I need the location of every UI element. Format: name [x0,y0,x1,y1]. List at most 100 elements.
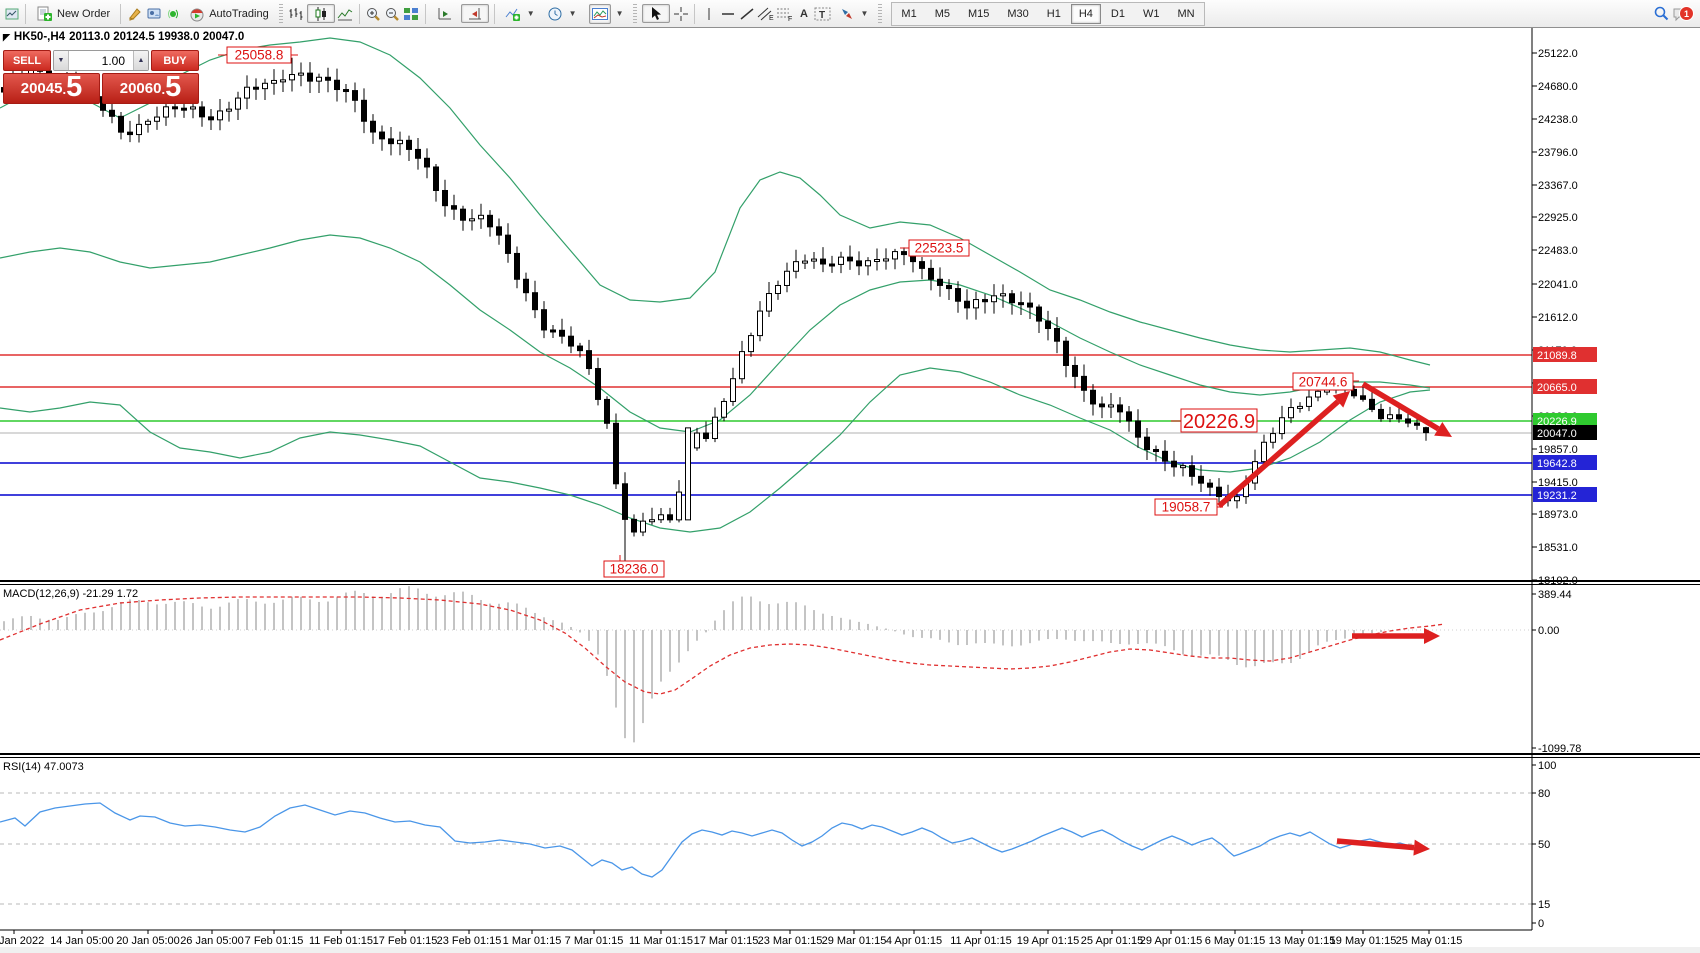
arrows-tool-icon [838,5,855,22]
volume-value[interactable]: 1.00 [101,53,125,68]
notifications-chat-icon[interactable]: 1 [1672,5,1694,22]
svg-text:1 Mar 01:15: 1 Mar 01:15 [503,935,562,947]
pane-frame [0,28,1700,953]
main-toolbar: New Order AutoTrading [0,0,1700,28]
chevron-down-icon: ▼ [615,9,624,18]
svg-text:22925.0: 22925.0 [1538,212,1578,224]
tf-button-d1[interactable]: D1 [1110,7,1125,20]
zoom-in-icon[interactable] [365,5,382,22]
svg-text:22041.0: 22041.0 [1538,279,1578,291]
new-order-button[interactable]: New Order [31,2,115,26]
buy-price[interactable]: 20060. 5 [102,73,199,104]
sell-button[interactable]: SELL [3,50,51,71]
sell-price[interactable]: 20045. 5 [3,73,100,104]
horizontal-line-tool-icon[interactable] [719,5,736,22]
tf-button-h4[interactable]: H4 [1070,3,1101,24]
svg-text:389.44: 389.44 [1538,589,1572,601]
indicators-icon [505,5,522,22]
toolbar-drag-handle[interactable] [633,3,638,24]
search-icon[interactable] [1653,5,1670,22]
svg-text:29 Apr 01:15: 29 Apr 01:15 [1140,935,1202,947]
bars-chart-icon[interactable] [288,5,305,22]
tf-button-m5[interactable]: M5 [934,7,950,20]
autotrading-label: AutoTrading [209,7,269,20]
svg-text:F: F [788,16,792,22]
tf-button-mn[interactable]: MN [1177,7,1195,20]
sell-price-big-digit: 5 [66,71,83,103]
volume-increase-button[interactable]: ▲ [133,51,148,70]
zoom-out-icon[interactable] [384,5,401,22]
svg-text:-1099.78: -1099.78 [1538,743,1581,755]
svg-text:21089.8: 21089.8 [1537,350,1577,362]
periods-dropdown[interactable]: ▼ [542,2,582,26]
arrows-dropdown[interactable]: ▼ [833,2,873,26]
macd-pane [0,586,1532,743]
macd-indicator-label: MACD(12,26,9) -21.29 1.72 [3,588,139,600]
price-line-badges: 21089.820665.020226.920047.019642.819231… [1533,347,1597,502]
svg-text:24680.0: 24680.0 [1538,81,1578,93]
line-chart-icon[interactable] [337,5,354,22]
equidistant-channel-tool-icon[interactable]: E [757,5,774,22]
tf-button-m1[interactable]: M1 [901,7,917,20]
tf-button-h1[interactable]: H1 [1046,7,1061,20]
svg-text:19642.8: 19642.8 [1537,458,1577,470]
svg-text:26 Jan 05:00: 26 Jan 05:00 [180,935,244,947]
chart-shift-icon[interactable] [460,4,489,23]
text-tool-icon[interactable]: A [800,7,808,20]
candlestick-chart-icon[interactable] [306,4,335,23]
rsi-pane [0,792,1532,905]
toolbar-separator [25,3,26,24]
svg-text:20226.9: 20226.9 [1183,411,1255,433]
autotrading-button[interactable]: AutoTrading [183,2,274,26]
toolbar-drag-handle[interactable] [278,3,283,24]
chart-window-icon[interactable] [3,5,20,22]
tile-windows-icon[interactable] [403,5,420,22]
svg-text:19857.0: 19857.0 [1538,444,1578,456]
auto-scroll-icon[interactable] [431,4,459,23]
svg-text:14 Jan 05:00: 14 Jan 05:00 [50,935,114,947]
trend-arrows [1217,381,1452,856]
signals-icon[interactable] [164,5,181,22]
crosshair-tool-icon[interactable] [672,5,689,22]
macd-signal-line [0,596,1446,695]
tf-button-w1[interactable]: W1 [1142,7,1160,20]
svg-text:23367.0: 23367.0 [1538,180,1578,192]
volume-decrease-button[interactable]: ▼ [54,51,69,70]
svg-text:0.00: 0.00 [1538,625,1559,637]
svg-text:20744.6: 20744.6 [1299,375,1348,390]
svg-text:25058.8: 25058.8 [235,48,284,63]
price-annotations: 25058.8 22523.5 20744.6 20226.9 19058.7 18236… [218,46,1359,578]
vertical-line-tool-icon[interactable] [700,5,717,22]
symbol-period-label: HK50-,H4 [13,31,66,43]
metaeditor-icon[interactable] [145,5,162,22]
svg-text:T: T [819,10,825,21]
fibonacci-tool-icon[interactable]: F [776,5,793,22]
tf-button-m30[interactable]: M30 [1007,7,1029,20]
label-tool-icon[interactable]: T [814,5,831,22]
trendline-tool-icon[interactable] [738,5,755,22]
buy-price-big-digit: 5 [165,71,182,103]
svg-text:25122.0: 25122.0 [1538,48,1578,60]
svg-text:25 May 01:15: 25 May 01:15 [1396,935,1463,947]
templates-dropdown[interactable]: ▼ [584,2,629,26]
svg-text:18102.0: 18102.0 [1538,575,1578,587]
notification-count-badge: 1 [1679,6,1694,21]
toolbar-drag-handle[interactable] [878,3,883,24]
templates-icon [588,3,611,24]
cursor-tool-icon[interactable] [642,4,671,23]
candles-layer [1,57,1429,569]
buy-button[interactable]: BUY [151,50,199,71]
autotrading-icon [188,5,205,22]
toolbar-separator [358,3,360,24]
svg-text:19058.7: 19058.7 [1162,500,1211,515]
chevron-down-icon: ▼ [526,9,535,18]
chevron-down-icon: ▼ [860,9,869,18]
svg-text:19 May 01:15: 19 May 01:15 [1330,935,1397,947]
svg-text:23796.0: 23796.0 [1538,147,1578,159]
svg-text:20 Jan 05:00: 20 Jan 05:00 [116,935,180,947]
indicators-dropdown[interactable]: ▼ [500,2,540,26]
styles-crayon-icon[interactable] [126,5,143,22]
tf-button-m15[interactable]: M15 [967,7,990,20]
